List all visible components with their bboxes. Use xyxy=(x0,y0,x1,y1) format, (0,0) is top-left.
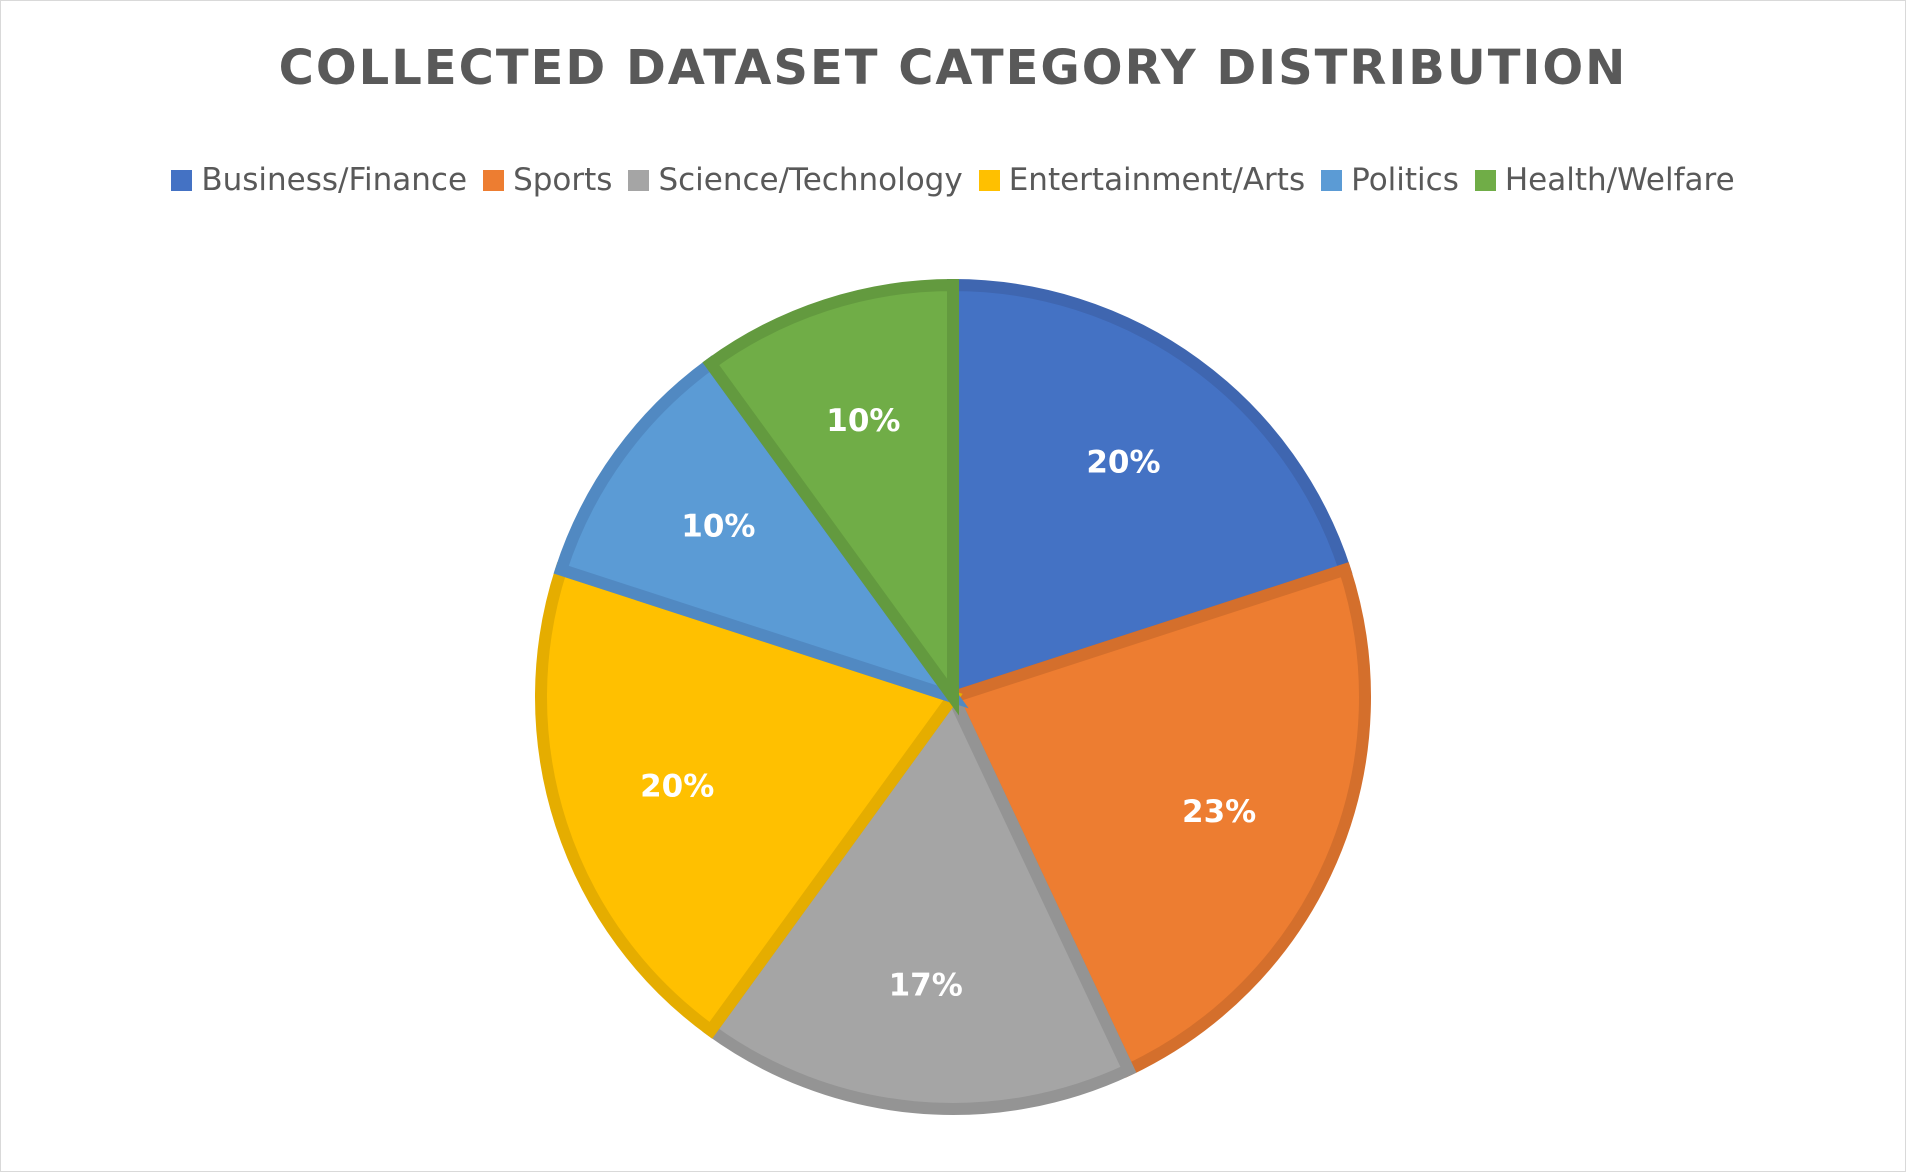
pie-slice-entertainment-arts xyxy=(535,562,963,1039)
pie-slice-politics xyxy=(553,355,969,709)
pie-data-labels: 20% 23% 17% 20% 10% 10% xyxy=(640,403,1256,1004)
legend-swatch xyxy=(171,169,193,191)
legend: Business/Finance Sports Science/Technolo… xyxy=(0,162,1906,198)
legend-item-politics: Politics xyxy=(1321,162,1459,198)
data-label-business-finance: 20% xyxy=(1086,444,1160,480)
legend-item-entertainment-arts: Entertainment/Arts xyxy=(978,162,1306,198)
legend-item-sports: Sports xyxy=(483,162,612,198)
data-label-health-welfare: 10% xyxy=(826,403,900,439)
data-label-politics: 10% xyxy=(681,509,755,545)
legend-label: Business/Finance xyxy=(201,162,468,198)
legend-item-science-technology: Science/Technology xyxy=(628,162,963,198)
chart-title: COLLECTED DATASET CATEGORY DISTRIBUTION xyxy=(278,40,1628,96)
data-label-science-technology: 17% xyxy=(889,968,963,1004)
legend-swatch xyxy=(1321,169,1343,191)
legend-label: Health/Welfare xyxy=(1504,162,1735,198)
pie-slice-health-welfare xyxy=(702,278,959,716)
data-label-sports: 23% xyxy=(1182,794,1256,830)
legend-label: Politics xyxy=(1351,162,1459,198)
pie-slice-sports xyxy=(944,562,1371,1078)
pie-slice-science-technology xyxy=(702,685,1137,1115)
legend-label: Sports xyxy=(513,162,613,198)
pie-slices xyxy=(535,278,1371,1115)
legend-swatch xyxy=(978,169,1000,191)
legend-item-health-welfare: Health/Welfare xyxy=(1474,162,1735,198)
legend-swatch xyxy=(628,169,650,191)
legend-swatch xyxy=(1474,169,1496,191)
legend-swatch xyxy=(483,169,505,191)
data-label-entertainment-arts: 20% xyxy=(640,769,714,805)
legend-label: Entertainment/Arts xyxy=(1008,162,1306,198)
legend-item-business-finance: Business/Finance xyxy=(171,162,467,198)
pie-slice-business-finance xyxy=(947,278,1353,706)
legend-label: Science/Technology xyxy=(658,162,963,198)
